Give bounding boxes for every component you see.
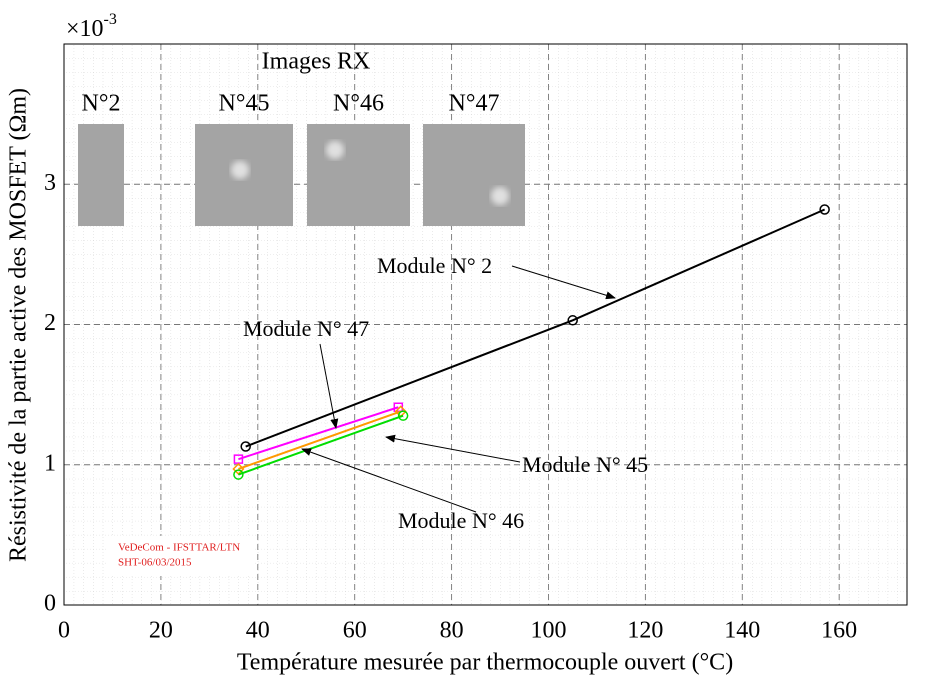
- x-tick-label: 100: [530, 618, 566, 644]
- x-tick-label: 140: [724, 618, 760, 644]
- watermark: VeDeCom - IFSTTAR/LTN: [118, 542, 240, 554]
- multiplier-exponent: -3: [104, 11, 117, 28]
- point: [819, 204, 830, 215]
- y-axis-label: Résistivité de la partie active des MOSF…: [6, 88, 32, 562]
- xray-image: [78, 124, 124, 226]
- y-tick-label: 2: [44, 310, 56, 336]
- point: [240, 441, 251, 452]
- y-tick-label: 1: [44, 450, 56, 476]
- annotation-arrow: [319, 343, 339, 429]
- x-tick-label: 120: [627, 618, 663, 644]
- watermark: SHT-06/03/2015: [118, 557, 192, 569]
- inset-label: N°46: [333, 91, 384, 117]
- x-tick-label: 0: [58, 618, 70, 644]
- xray-spot: [231, 161, 249, 179]
- series-line: [238, 414, 404, 476]
- annotation: Module N° 2: [377, 253, 492, 278]
- x-tick-label: 160: [821, 618, 857, 644]
- inset-title: Images RX: [262, 49, 371, 75]
- x-tick-label: 80: [440, 618, 464, 644]
- series-line: [238, 406, 399, 461]
- inset-label: N°47: [449, 91, 500, 117]
- xray-spot: [326, 141, 344, 159]
- series-line: [245, 208, 826, 448]
- y-multiplier: ×10-3: [66, 11, 117, 42]
- series-line: [238, 410, 402, 470]
- point: [397, 410, 409, 421]
- xray-spot: [491, 187, 509, 205]
- point: [233, 469, 244, 480]
- xray-image: [307, 124, 410, 226]
- watermark-box: [107, 536, 255, 576]
- inset-label: N°2: [82, 91, 121, 117]
- point: [567, 315, 578, 326]
- y-tick-label: 0: [44, 591, 56, 617]
- annotation-arrow: [511, 265, 616, 300]
- annotation-arrow: [385, 434, 521, 463]
- annotation-arrow: [301, 448, 477, 513]
- inset-label: N°45: [219, 91, 270, 117]
- multiplier-base: ×10: [66, 16, 104, 42]
- plot-frame: [63, 43, 908, 606]
- x-tick-label: 20: [149, 618, 173, 644]
- annotation: Module N° 46: [398, 508, 524, 533]
- y-tick-label: 3: [44, 170, 56, 196]
- x-axis-label: Température mesurée par thermocouple ouv…: [237, 650, 733, 676]
- x-tick-label: 60: [343, 618, 367, 644]
- x-tick-label: 40: [246, 618, 270, 644]
- annotation: Module N° 45: [522, 452, 648, 477]
- xray-image: [423, 124, 525, 226]
- annotation: Module N° 47: [243, 316, 369, 341]
